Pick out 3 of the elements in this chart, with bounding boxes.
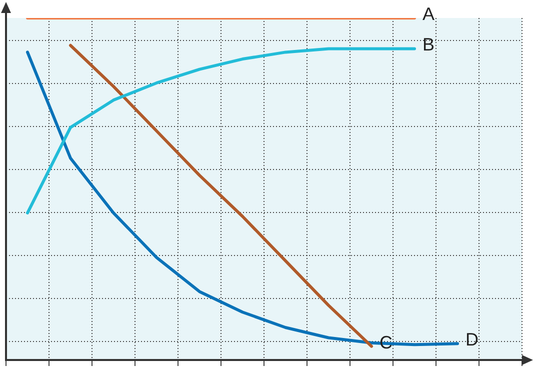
series-label: B xyxy=(422,34,435,55)
series-label: A xyxy=(422,4,435,24)
series-label: D xyxy=(466,330,478,350)
